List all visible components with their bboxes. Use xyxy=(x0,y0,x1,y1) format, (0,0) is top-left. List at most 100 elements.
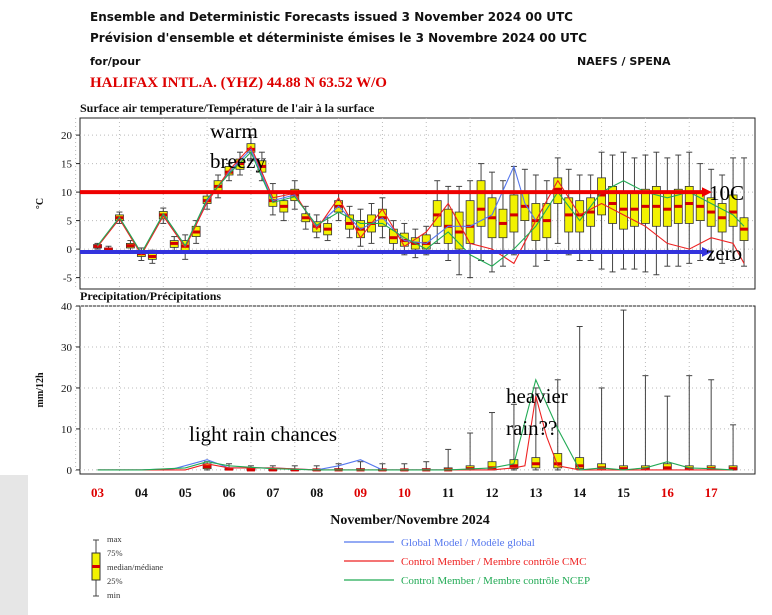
box-median xyxy=(290,468,299,472)
box-plot xyxy=(597,151,606,270)
annotation-light-rain: light rain chances xyxy=(189,422,337,446)
y-tick-label: 30 xyxy=(61,342,73,354)
box-plot xyxy=(454,185,464,276)
box-median xyxy=(345,221,354,225)
box-median xyxy=(531,462,540,466)
y-tick-label: 40 xyxy=(61,301,73,313)
box-plot xyxy=(487,171,497,273)
box-plot xyxy=(684,151,694,264)
legend-line-label-0: Global Model / Modèle global xyxy=(401,537,535,549)
day-label-16: 16 xyxy=(661,485,675,500)
legend-label-1: 75% xyxy=(107,548,123,558)
day-label-13: 13 xyxy=(529,485,543,500)
box-median xyxy=(740,227,749,231)
box-median xyxy=(663,207,672,211)
box-median xyxy=(707,210,716,214)
box-median xyxy=(597,193,606,197)
box-plot xyxy=(323,217,333,242)
y-axis-label: mm/12h xyxy=(35,372,46,407)
box-median xyxy=(553,462,562,466)
day-label-17: 17 xyxy=(705,485,719,500)
box-median xyxy=(498,221,507,225)
box-median xyxy=(279,204,288,208)
box-median xyxy=(564,213,573,217)
box-median xyxy=(696,204,705,208)
day-label-05: 05 xyxy=(179,485,193,500)
box-plot xyxy=(728,424,738,471)
box-median xyxy=(729,467,738,471)
panel-title: Surface air temperature/Température de l… xyxy=(80,101,375,115)
y-tick-label: 20 xyxy=(61,383,73,395)
series-line-cmc xyxy=(97,395,734,471)
y-axis-label: °C xyxy=(35,198,46,209)
box-median xyxy=(542,219,551,223)
box-median xyxy=(170,241,179,245)
legend-median xyxy=(92,565,100,568)
box-plot xyxy=(531,387,541,471)
day-label-08: 08 xyxy=(310,485,324,500)
box-median xyxy=(718,216,727,220)
day-label-14: 14 xyxy=(573,485,587,500)
day-label-04: 04 xyxy=(135,485,149,500)
box-median xyxy=(641,204,650,208)
plot-frame xyxy=(79,305,756,475)
box-median xyxy=(608,202,617,205)
day-label-11: 11 xyxy=(442,485,454,500)
box-plot xyxy=(246,465,256,472)
annotation-heavier: heavier xyxy=(506,384,568,408)
source-label: NAEFS / SPENA xyxy=(577,55,671,68)
annotation-breezy: breezy xyxy=(210,149,266,173)
box-median xyxy=(652,204,661,208)
y-tick-label: 10 xyxy=(61,187,73,199)
box-median xyxy=(203,465,212,469)
box-legend: max 75% median/médiane 25% min xyxy=(91,534,163,600)
legend-label-2: median/médiane xyxy=(107,562,163,572)
box-median xyxy=(257,164,266,168)
temperature-panel: Surface air temperature/Température de l… xyxy=(35,101,756,290)
box-median xyxy=(674,204,683,208)
box-median xyxy=(619,467,628,471)
annotation-warm: warm xyxy=(210,119,258,143)
box-median xyxy=(630,207,639,211)
box-median xyxy=(575,464,584,468)
box-median xyxy=(586,210,595,214)
box-median xyxy=(246,468,255,472)
precipitation-panel: Precipitation/Précipitations 0 10 20 30 40 mm/… xyxy=(35,289,756,477)
station-title: HALIFAX INTL.A. (YHZ) 44.88 N 63.52 W/O xyxy=(90,75,387,91)
legend-label-0: max xyxy=(107,534,122,544)
box-median xyxy=(268,468,277,472)
x-axis-label: November/Novembre 2024 xyxy=(330,513,490,528)
box-median xyxy=(126,244,135,248)
day-label-07: 07 xyxy=(266,485,280,500)
annotation-zero: zero xyxy=(706,241,742,265)
box-median xyxy=(553,187,562,191)
y-tick-label: 10 xyxy=(61,424,73,436)
legend-label-3: 25% xyxy=(107,576,123,586)
series-line-ncep xyxy=(97,378,734,471)
y-tick-label: 20 xyxy=(61,130,73,142)
box-median xyxy=(148,255,157,259)
box-median xyxy=(509,213,518,217)
box-median xyxy=(685,467,694,471)
box-median xyxy=(509,464,518,468)
day-label-09: 09 xyxy=(354,485,368,500)
y-tick-label: 15 xyxy=(61,159,73,171)
box-median xyxy=(641,467,650,471)
y-tick-label: 0 xyxy=(67,465,73,477)
y-tick-label: -5 xyxy=(63,273,73,285)
box-plot xyxy=(553,379,563,471)
annotation-rain-question: rain?? xyxy=(506,416,557,440)
box-median xyxy=(192,230,201,234)
legend-line-label-2: Control Member / Membre contrôle NCEP xyxy=(401,575,590,587)
box-median xyxy=(225,467,234,471)
box-plot xyxy=(706,168,716,261)
series-line-cmc xyxy=(97,145,745,265)
box-plot xyxy=(739,157,749,267)
box-plot xyxy=(224,463,234,471)
day-label-06: 06 xyxy=(223,485,237,500)
box-plot xyxy=(476,163,486,261)
box-median xyxy=(663,466,672,470)
box-median xyxy=(729,210,738,214)
